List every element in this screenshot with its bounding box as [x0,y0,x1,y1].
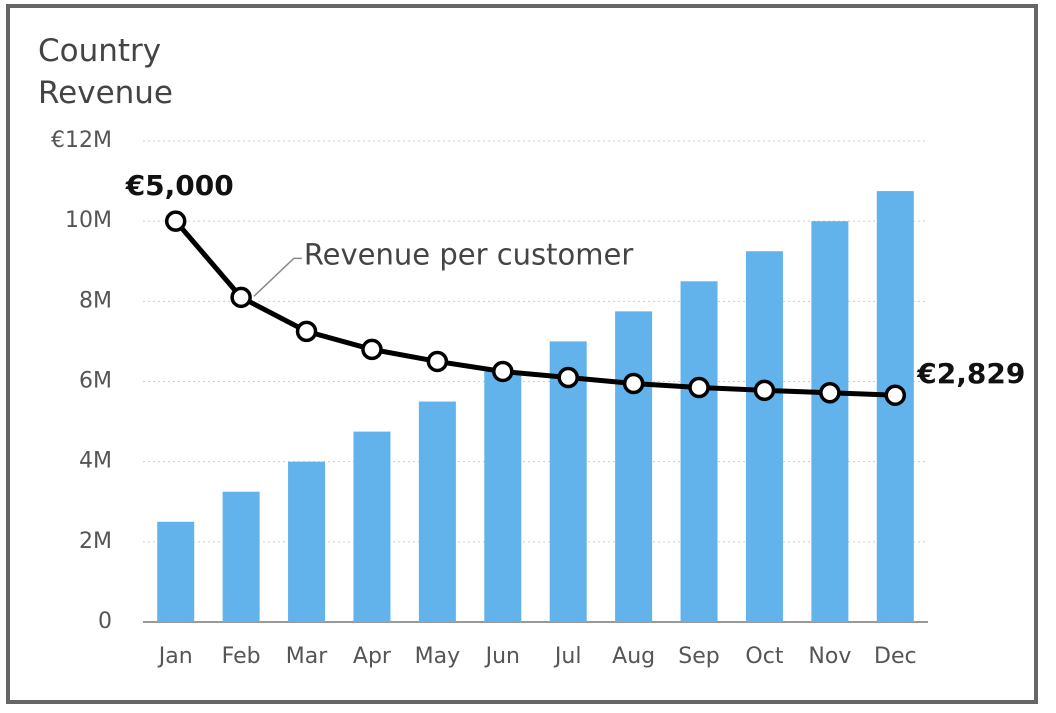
y-tick-label: 0 [98,609,112,634]
line-marker [753,379,776,402]
line-marker [230,286,252,309]
x-tick-label: Oct [745,644,783,669]
y-tick-label: €12M [51,128,112,153]
y-tick-label: 4M [79,449,112,474]
x-tick-label: Apr [353,644,392,669]
y-tick-label: 6M [79,369,112,394]
line-marker [295,320,318,343]
callout-line [253,257,302,297]
bar [353,431,391,622]
line-marker [688,376,710,399]
x-tick-label: Aug [612,644,655,669]
value-label: €5,000 [125,169,234,202]
chart-title: Country Revenue [38,33,174,111]
x-tick-label: Feb [222,644,261,669]
bar [745,251,783,622]
bar [811,221,849,622]
x-tick-label: May [415,644,460,669]
bar [484,371,522,622]
x-tick-label: Jul [553,644,582,669]
bar [876,191,914,622]
bar [222,491,260,622]
x-tick-label: Mar [286,644,328,669]
bar [418,401,456,622]
line-marker [164,210,187,232]
bar [615,311,653,622]
x-tick-label: Jan [157,644,193,669]
bar [680,281,718,622]
bar [288,461,326,622]
y-tick-label: 8M [79,288,112,313]
value-label: €2,829 [916,357,1025,390]
line-marker [426,350,449,373]
line-marker [492,360,514,383]
bar [157,521,195,622]
x-tick-label: Dec [874,644,917,669]
x-tick-label: Nov [808,644,851,669]
line-marker [361,338,383,361]
line [173,219,896,398]
x-tick-label: Jun [484,644,520,669]
line-marker [557,366,579,389]
line-marker [819,381,841,404]
line-marker [884,384,907,406]
x-tick-label: Sep [678,644,719,669]
y-tick-label: 2M [79,529,112,554]
y-tick-label: 10M [65,208,112,233]
series-label: Revenue per customer [304,237,634,271]
line-marker [622,372,645,395]
